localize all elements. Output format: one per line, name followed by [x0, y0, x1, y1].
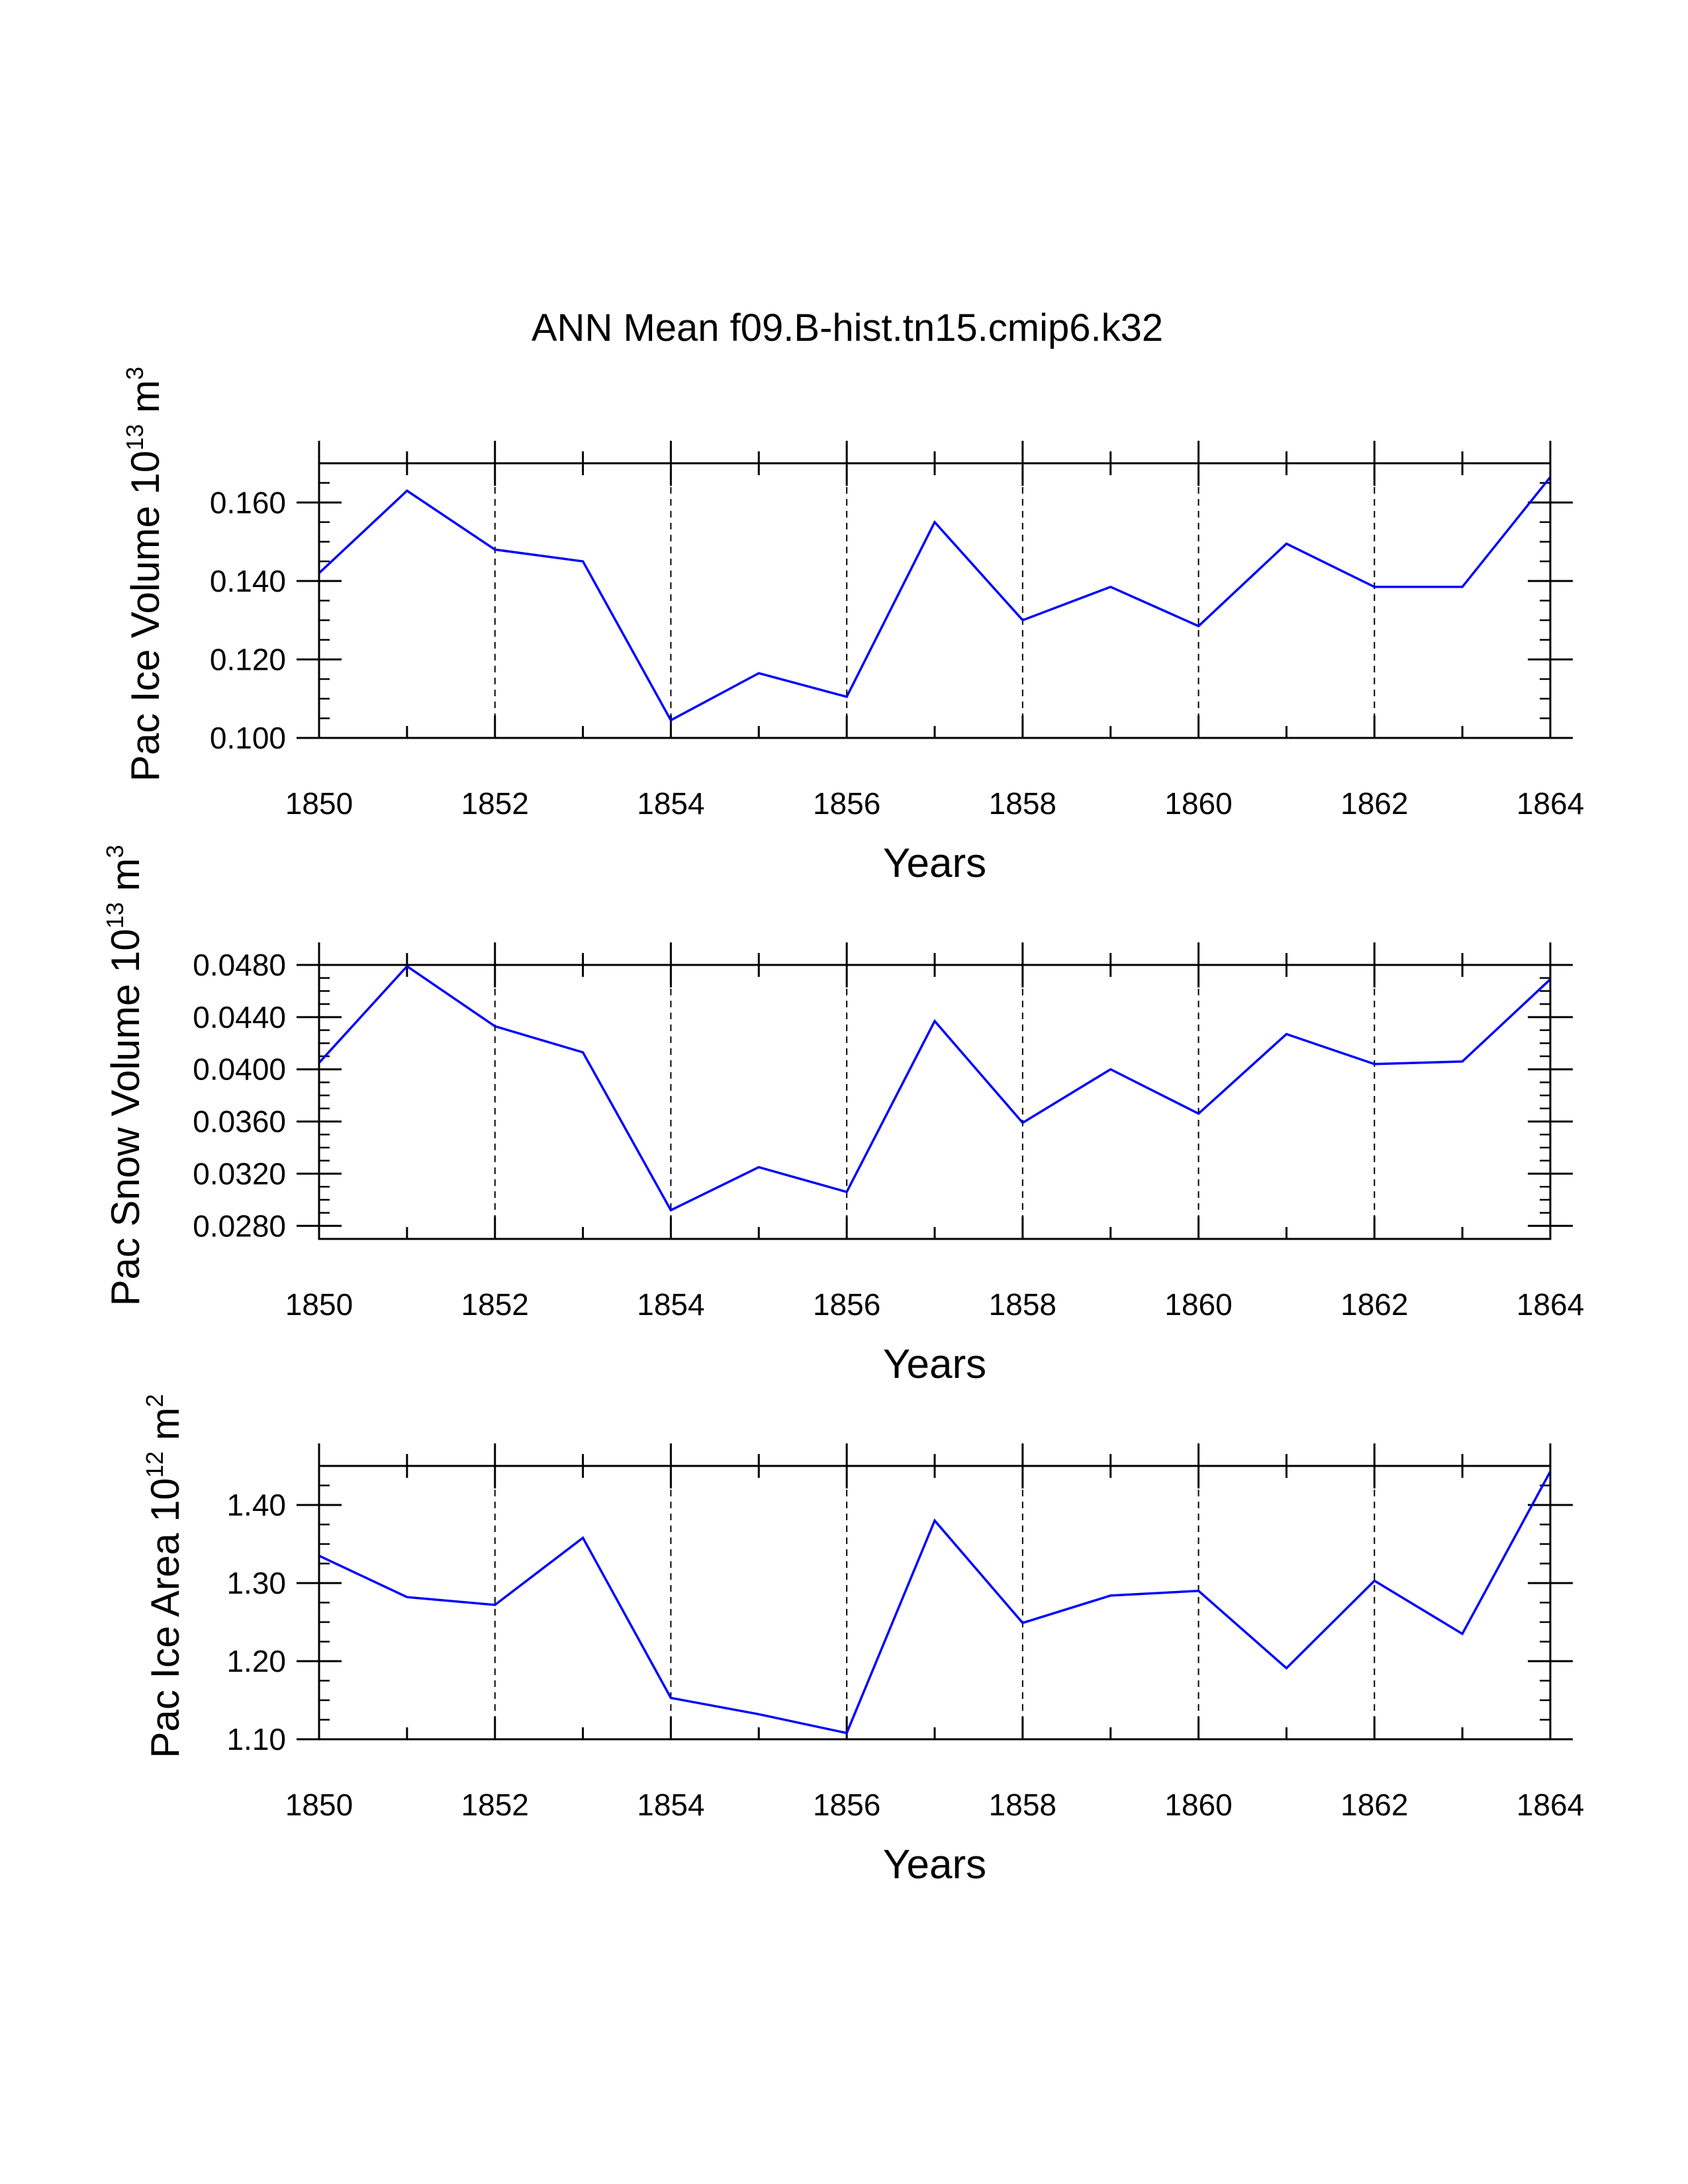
y-axis-title-exponent: 12 — [141, 1451, 168, 1478]
y-tick-label: 0.140 — [210, 564, 286, 598]
x-axis-title: Years — [883, 841, 986, 886]
x-axis-title: Years — [883, 1842, 986, 1888]
x-tick-label: 1856 — [813, 1287, 880, 1322]
x-tick-label: 1858 — [989, 786, 1056, 821]
y-tick-label: 0.0280 — [193, 1208, 286, 1243]
y-tick-label: 0.160 — [210, 485, 286, 520]
x-tick-label: 1864 — [1517, 1788, 1584, 1822]
x-tick-label: 1862 — [1340, 1788, 1408, 1822]
data-line-ice-area — [318, 1471, 1552, 1735]
y-tick-label: 0.0360 — [193, 1105, 286, 1139]
x-tick-labels: 1850 1852 1854 1856 1858 1860 1862 1864 — [285, 1287, 1584, 1322]
y-tick-label: 0.0440 — [193, 1000, 286, 1034]
plot-frame — [318, 462, 1552, 739]
grid-lines — [494, 1466, 1376, 1739]
x-tick-labels: 1850 1852 1854 1856 1858 1860 1862 1864 — [285, 786, 1584, 821]
y-tick-label: 1.10 — [226, 1722, 286, 1756]
x-tick-label: 1854 — [637, 786, 704, 821]
y-tick-label: 0.0480 — [193, 948, 286, 982]
grid-lines — [494, 463, 1376, 738]
panel-ice-area: 1.10 1.20 1.30 1.40 1850 1852 1854 1856 1858 186… — [141, 1394, 1584, 1888]
y-tick-label: 0.120 — [210, 642, 286, 676]
x-tick-label: 1850 — [285, 1287, 353, 1322]
plot-frame — [318, 964, 1552, 1240]
x-tick-label: 1860 — [1164, 1287, 1232, 1322]
x-tick-label: 1860 — [1164, 1788, 1232, 1822]
y-tick-label: 1.30 — [226, 1566, 286, 1600]
y-axis-title: Pac Ice Volume 1013 m3 — [121, 367, 167, 782]
x-tick-label: 1862 — [1340, 1287, 1408, 1322]
x-tick-label: 1856 — [813, 786, 880, 821]
x-tick-label: 1852 — [461, 1287, 529, 1322]
y-axis-title-unit-exponent: 3 — [121, 367, 148, 380]
x-tick-label: 1864 — [1517, 1287, 1584, 1322]
y-axis-title-exponent: 13 — [101, 902, 128, 929]
x-tick-label: 1860 — [1164, 786, 1232, 821]
plot-frame — [318, 1465, 1552, 1741]
y-axis-title-main: Pac Snow Volume 10 — [103, 929, 148, 1306]
panel-snow-volume: 0.0280 0.0320 0.0360 0.0400 0.0440 0.0480 185… — [101, 844, 1584, 1387]
y-axis-title-unit: m — [143, 1407, 187, 1451]
y-tick-label: 0.0400 — [193, 1052, 286, 1087]
axis-ticks — [297, 441, 1573, 739]
y-tick-label: 1.40 — [226, 1488, 286, 1522]
x-tick-labels: 1850 1852 1854 1856 1858 1860 1862 1864 — [285, 1788, 1584, 1822]
y-axis-title-main: Pac Ice Area 10 — [143, 1478, 187, 1758]
axis-ticks — [297, 1443, 1573, 1741]
figure-title: ANN Mean f09.B-hist.tn15.cmip6.k32 — [532, 306, 1163, 349]
x-tick-label: 1850 — [285, 1788, 353, 1822]
y-axis-title-exponent: 13 — [121, 424, 148, 451]
data-line-ice-volume — [318, 476, 1552, 722]
x-tick-label: 1854 — [637, 1788, 704, 1822]
x-tick-label: 1852 — [461, 1788, 529, 1822]
y-tick-labels: 0.0280 0.0320 0.0360 0.0400 0.0440 0.0480 — [193, 948, 286, 1243]
y-axis-title-unit: m — [103, 858, 148, 902]
x-tick-label: 1856 — [813, 1788, 880, 1822]
y-tick-labels: 1.10 1.20 1.30 1.40 — [226, 1488, 286, 1756]
y-axis-title-unit-exponent: 3 — [101, 844, 128, 858]
y-tick-label: 0.0320 — [193, 1156, 286, 1191]
y-tick-label: 0.100 — [210, 721, 286, 755]
x-tick-label: 1850 — [285, 786, 353, 821]
axis-ticks — [297, 942, 1573, 1240]
y-tick-label: 1.20 — [226, 1644, 286, 1678]
x-tick-label: 1852 — [461, 786, 529, 821]
y-axis-title: Pac Ice Area 1012 m2 — [141, 1394, 187, 1758]
y-tick-labels: 0.100 0.120 0.140 0.160 — [210, 485, 286, 755]
x-axis-title: Years — [883, 1342, 986, 1387]
x-tick-label: 1854 — [637, 1287, 704, 1322]
x-tick-label: 1858 — [989, 1788, 1056, 1822]
data-line-snow-volume — [318, 964, 1552, 1212]
y-axis-title-main: Pac Ice Volume 10 — [123, 451, 167, 782]
x-tick-label: 1864 — [1517, 786, 1584, 821]
y-axis-title: Pac Snow Volume 1013 m3 — [101, 844, 148, 1306]
y-axis-title-unit: m — [123, 380, 167, 424]
y-axis-title-unit-exponent: 2 — [141, 1394, 168, 1407]
grid-lines — [494, 965, 1376, 1239]
x-tick-label: 1862 — [1340, 786, 1408, 821]
x-tick-label: 1858 — [989, 1287, 1056, 1322]
